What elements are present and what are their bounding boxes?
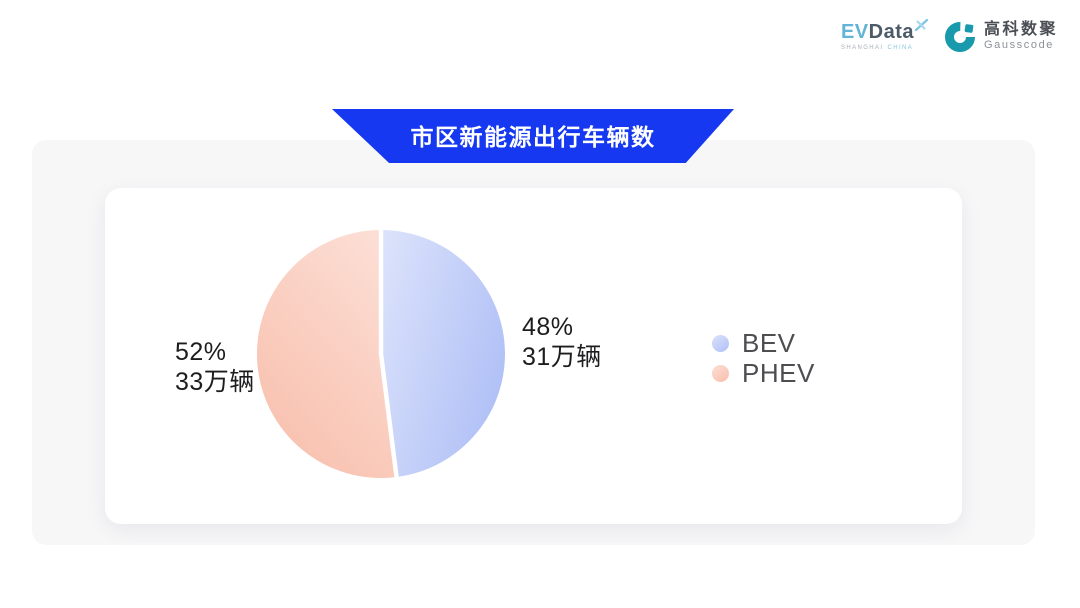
pie-slice-phev[interactable] (256, 230, 397, 478)
label-bev: 48% 31万辆 (522, 312, 602, 372)
gausscode-logo: 高科数聚 Gausscode (944, 18, 1058, 54)
section-title: 市区新能源出行车辆数 (410, 124, 656, 150)
evdata-wordmark: EV Data (840, 18, 928, 43)
bev-percent-text: 48% (522, 313, 574, 341)
pie-chart (256, 230, 505, 478)
chart-card (105, 188, 962, 524)
evdata-data-text: Data (868, 20, 914, 43)
evdata-x-icon (914, 18, 928, 31)
section-banner: 市区新能源出行车辆数 (332, 109, 734, 163)
legend-swatch (712, 334, 729, 352)
phev-percent-text: 52% (175, 338, 227, 366)
evdata-sub-shanghai: SHANGHAI (840, 44, 884, 51)
legend-item-bev[interactable]: BEV (712, 328, 815, 358)
header-logos: EV Data SHANGHAI CHINA 高科数聚 Gausscode (841, 18, 1058, 54)
evdata-sub-china: CHINA (887, 44, 914, 51)
gausscode-cn-text: 高科数聚 (983, 20, 1058, 38)
gausscode-icon (944, 22, 975, 52)
legend-item-phev[interactable]: PHEV (712, 358, 815, 388)
label-phev: 52% 33万辆 (175, 337, 255, 397)
pie-slice-bev[interactable] (381, 230, 505, 478)
chart-legend: BEV PHEV (712, 328, 815, 388)
phev-value-text: 33万辆 (175, 368, 255, 396)
evdata-subtitle: SHANGHAI CHINA (841, 45, 913, 51)
legend-label-bev: BEV (742, 328, 796, 358)
evdata-ev-text: EV (840, 20, 869, 43)
legend-label-phev: PHEV (742, 358, 815, 388)
gausscode-en-text: Gausscode (983, 39, 1055, 52)
pie-slice-divider (378, 230, 399, 478)
bev-value-text: 31万辆 (522, 343, 602, 371)
evdata-logo: EV Data SHANGHAI CHINA (840, 18, 928, 51)
legend-swatch (712, 364, 729, 382)
gausscode-text: 高科数聚 Gausscode (984, 21, 1058, 51)
